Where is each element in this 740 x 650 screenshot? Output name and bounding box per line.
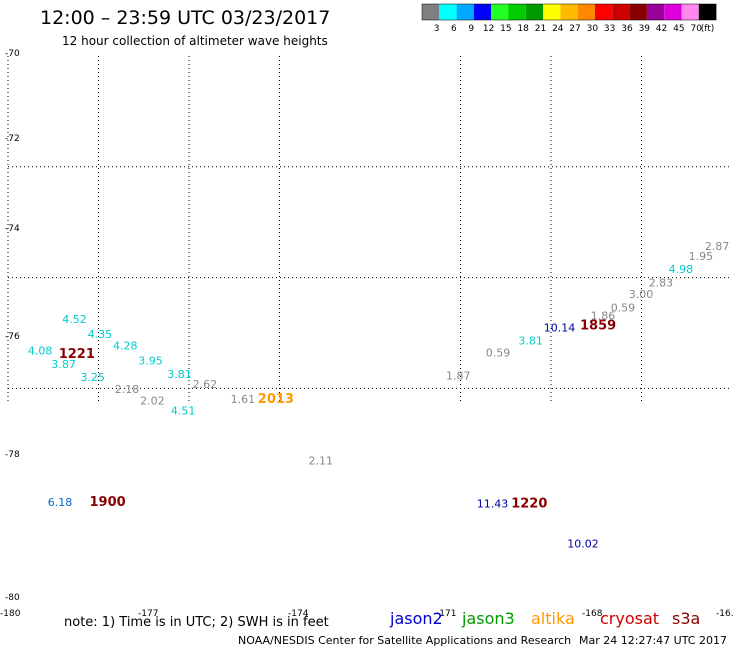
color-scale-legend: 3 6 9 12 15 18 21 24 27 30 33 36 39 42 45 70(ft) (421, 3, 717, 34)
scale-label: 36 (621, 24, 633, 34)
x-tick-label: -171 (436, 609, 456, 619)
wave-height-label: 1.86 (591, 310, 616, 323)
scale-swatch (681, 4, 699, 20)
scale-swatch (491, 4, 509, 20)
wave-height-label: 2.83 (649, 277, 674, 290)
scale-swatch (577, 4, 595, 20)
time-labels: 1221 2013 1900 1859 1220 (59, 319, 616, 512)
scale-swatch (698, 4, 717, 20)
wave-height-label: 0.59 (486, 346, 511, 359)
wave-height-label: 6.18 (48, 496, 73, 509)
wave-height-label: 3.00 (629, 288, 654, 301)
scale-label: 15 (500, 24, 511, 34)
wave-height-label: 2.87 (705, 240, 730, 253)
x-tick-label: -180 (0, 609, 21, 619)
satellite-s3a: s3a (672, 609, 700, 628)
scale-label: 18 (517, 24, 529, 34)
wave-height-label: 4.98 (669, 263, 694, 276)
scale-swatch (595, 4, 613, 20)
scale-label: 30 (587, 24, 599, 34)
y-tick-label: -80 (5, 593, 20, 603)
scale-swatch (508, 4, 526, 20)
wave-height-label: 2.62 (193, 378, 218, 391)
scale-swatch (422, 4, 440, 20)
wave-height-labels: 4.524.35 4.08 4.28 3.87 3.95 3.25 3.81 2.18 2.62… (28, 240, 730, 551)
scale-label: 42 (656, 24, 667, 34)
satellite-cryosat: cryosat (600, 609, 659, 628)
scale-label: (ft) (701, 24, 715, 34)
satellite-legend: jason2 jason3 altika cryosat s3a (389, 609, 700, 628)
wave-height-label: 2.02 (140, 395, 165, 408)
scale-label: 33 (604, 24, 615, 34)
x-tick-label: -168 (582, 609, 603, 619)
scale-label: 12 (483, 24, 494, 34)
scale-label: 21 (535, 24, 546, 34)
scale-label: 6 (451, 24, 457, 34)
scale-swatch (629, 4, 647, 20)
scale-swatch (473, 4, 492, 20)
scale-swatch (525, 4, 544, 20)
x-tick-label: -16. (716, 609, 734, 619)
wave-height-label: 1.87 (446, 370, 471, 383)
satellite-altika: altika (531, 609, 575, 628)
wave-height-label: 1.61 (231, 393, 256, 406)
wave-height-label: 3.95 (138, 355, 163, 368)
y-tick-label: -74 (5, 224, 20, 234)
x-tick-label: -177 (138, 609, 158, 619)
scale-swatch (560, 4, 578, 20)
wave-height-label: 4.51 (171, 404, 196, 417)
time-label: 1900 (90, 495, 126, 510)
scale-swatch (612, 4, 630, 20)
scale-swatch (456, 4, 474, 20)
gridlines (7, 56, 732, 404)
wave-height-label: 4.28 (113, 340, 138, 353)
wave-height-label: 4.52 (62, 313, 87, 326)
scale-label: 9 (468, 24, 474, 34)
wave-height-label: 3.87 (51, 358, 76, 371)
scale-border (421, 3, 717, 21)
wave-height-label: 3.81 (518, 335, 543, 348)
chart-subtitle: 12 hour collection of altimeter wave hei… (62, 34, 328, 48)
footnote: note: 1) Time is in UTC; 2) SWH is in fe… (64, 615, 329, 630)
wave-height-label: 11.43 (477, 498, 509, 511)
wave-height-label: 4.08 (28, 345, 53, 358)
credit-text: NOAA/NESDIS Center for Satellite Applica… (238, 634, 571, 647)
scale-label: 27 (569, 24, 580, 34)
wave-height-label: 3.81 (167, 368, 192, 381)
wave-height-label: 3.25 (80, 371, 105, 384)
time-label: 1220 (511, 497, 547, 512)
wave-height-label: 2.18 (115, 383, 140, 396)
wave-height-label: 0.59 (611, 301, 636, 314)
y-axis-ticks: -70 -72 -74 -76 -78 -80 (5, 49, 20, 603)
chart-title: 12:00 – 23:59 UTC 03/23/2017 (40, 7, 330, 29)
scale-label: 45 (673, 24, 684, 34)
y-tick-label: -70 (5, 49, 20, 59)
x-axis-ticks: -180 -177 -174 -171 -168 -16. (0, 609, 734, 619)
time-label: 1221 (59, 347, 95, 362)
x-tick-label: -174 (288, 609, 309, 619)
satellite-jason3: jason3 (461, 609, 515, 628)
scale-label: 70 (690, 24, 702, 34)
wave-height-label: 4.35 (88, 328, 113, 341)
wave-height-label: 1.95 (689, 250, 714, 263)
y-tick-label: -72 (5, 134, 20, 144)
scale-swatch (439, 4, 457, 20)
scale-label: 3 (434, 24, 440, 34)
wave-height-label: 2.11 (309, 454, 334, 467)
y-tick-label: -76 (5, 332, 20, 342)
scale-swatch (664, 4, 682, 20)
scale-label: 39 (639, 24, 651, 34)
wave-height-label: 10.14 (544, 321, 576, 334)
wave-height-label: 10.02 (567, 537, 599, 550)
time-label: 1859 (580, 319, 616, 334)
time-label: 2013 (258, 392, 294, 407)
satellite-jason2: jason2 (389, 609, 443, 628)
scale-label: 24 (552, 24, 564, 34)
timestamp-text: Mar 24 12:27:47 UTC 2017 (579, 634, 727, 647)
scale-swatch (646, 4, 665, 20)
scale-swatch (543, 4, 561, 20)
y-tick-label: -78 (5, 450, 20, 460)
